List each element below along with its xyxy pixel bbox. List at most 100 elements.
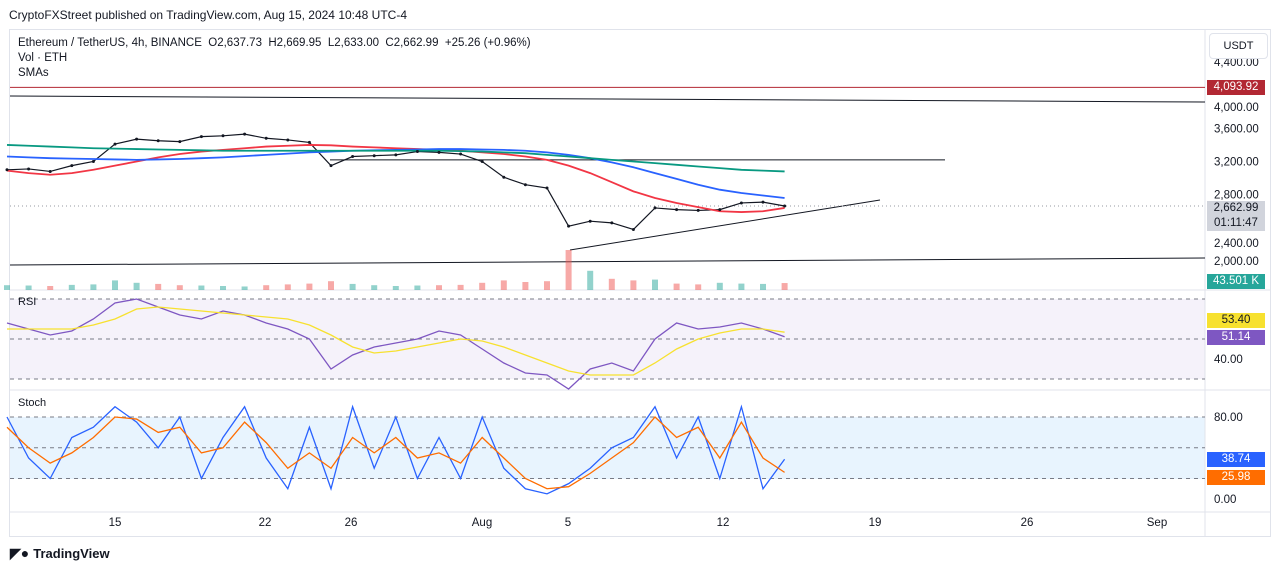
price-tick: 2,400.00 bbox=[1214, 238, 1259, 250]
volume-bar bbox=[781, 283, 788, 290]
price-point bbox=[718, 208, 722, 212]
brand-name: TradingView bbox=[33, 546, 110, 561]
sma-line bbox=[6, 144, 785, 173]
price-point bbox=[394, 153, 398, 157]
volume-bar bbox=[479, 282, 486, 290]
price-point bbox=[307, 140, 311, 144]
volume-bar bbox=[4, 285, 10, 290]
price-point bbox=[91, 160, 95, 163]
volume-bar bbox=[306, 283, 313, 290]
last-price: 2,662.99 bbox=[1213, 202, 1259, 214]
volume-bar bbox=[220, 286, 226, 290]
sma-line bbox=[6, 148, 785, 199]
time-tick: 26 bbox=[345, 517, 358, 529]
price-point bbox=[545, 186, 549, 190]
change-value: +25.26 (+0.96%) bbox=[444, 37, 531, 49]
price-tick: 4,400.00 bbox=[1214, 57, 1259, 69]
price-point bbox=[199, 135, 203, 139]
volume-bar bbox=[25, 285, 32, 290]
time-tick: 19 bbox=[869, 517, 882, 529]
volume-bar bbox=[133, 282, 140, 290]
price-point bbox=[48, 169, 52, 173]
volume-bar bbox=[457, 284, 464, 290]
close-value: C2,662.99 bbox=[385, 37, 439, 49]
tradingview-logo[interactable]: ◤● TradingView bbox=[10, 545, 110, 562]
time-tick: Aug bbox=[472, 517, 492, 529]
price-point bbox=[610, 221, 614, 225]
price-tick: 2,800.00 bbox=[1214, 190, 1259, 202]
smas-legend[interactable]: SMAs bbox=[18, 67, 49, 79]
price-tick: 3,200.00 bbox=[1214, 157, 1259, 169]
volume-bar bbox=[522, 282, 529, 290]
volume-bar bbox=[436, 285, 442, 290]
rsi-pane-label: RSI bbox=[18, 296, 37, 308]
time-tick: 15 bbox=[109, 517, 122, 529]
volume-legend[interactable]: Vol · ETH bbox=[18, 52, 68, 64]
volume-bar bbox=[90, 284, 97, 290]
logo-icon: ◤● bbox=[10, 545, 30, 561]
resistance-price-tag: 4,093.92 bbox=[1207, 80, 1265, 95]
volume-bar bbox=[371, 285, 378, 290]
rsi-tag: 51.14 bbox=[1207, 330, 1265, 345]
high-value: H2,669.95 bbox=[268, 37, 322, 49]
rsi-ma-tag: 53.40 bbox=[1207, 313, 1265, 328]
price-point bbox=[243, 132, 247, 136]
volume-bar bbox=[241, 286, 248, 290]
volume-bar bbox=[587, 270, 594, 290]
price-point bbox=[351, 155, 355, 159]
price-point bbox=[264, 136, 268, 140]
volume-bar bbox=[47, 286, 54, 290]
price-tag: 2,662.99 01:11:47 bbox=[1207, 201, 1265, 231]
bar-countdown: 01:11:47 bbox=[1214, 217, 1258, 229]
symbol[interactable]: Ethereum / TetherUS, 4h, BINANCE bbox=[18, 37, 202, 49]
volume-bar bbox=[500, 280, 507, 290]
volume-bar bbox=[112, 280, 118, 290]
time-tick: 26 bbox=[1021, 517, 1034, 529]
stoch-k-tag: 38.74 bbox=[1207, 452, 1265, 467]
price-tick: 4,000.00 bbox=[1214, 102, 1259, 114]
currency-button[interactable]: USDT bbox=[1209, 33, 1268, 59]
stoch-tick: 80.00 bbox=[1214, 412, 1243, 424]
support-trendline bbox=[569, 199, 881, 251]
rsi-tick: 40.00 bbox=[1214, 354, 1243, 366]
volume-tag: 43.501 K bbox=[1207, 274, 1265, 289]
volume-bar bbox=[544, 281, 550, 290]
volume-bar bbox=[630, 280, 637, 290]
legend: Ethereum / TetherUS, 4h, BINANCE O2,637.… bbox=[18, 36, 531, 81]
price-point bbox=[221, 134, 225, 138]
price-point bbox=[739, 201, 743, 205]
price-tick: 2,000.00 bbox=[1214, 256, 1259, 268]
price-point bbox=[696, 208, 700, 212]
volume-bar bbox=[608, 278, 615, 290]
price-point bbox=[415, 150, 419, 154]
volume-bar bbox=[652, 279, 658, 290]
volume-bar bbox=[738, 283, 745, 290]
volume-bar bbox=[565, 250, 572, 290]
price-point bbox=[135, 137, 139, 141]
stoch-pane-label: Stoch bbox=[18, 397, 47, 409]
symbol-line: Ethereum / TetherUS, 4h, BINANCE O2,637.… bbox=[18, 36, 531, 51]
time-tick: Sep bbox=[1147, 517, 1167, 529]
price-point bbox=[437, 150, 441, 154]
price-point bbox=[502, 175, 506, 179]
upper-trendline bbox=[9, 95, 1206, 103]
price-tick: 3,600.00 bbox=[1214, 123, 1259, 135]
published-header: CryptoFXStreet published on TradingView.… bbox=[9, 8, 408, 22]
volume-bar bbox=[155, 283, 162, 290]
volume-bar bbox=[673, 283, 680, 290]
rsi-line bbox=[6, 298, 785, 390]
volume-bar bbox=[349, 283, 356, 290]
stoch-tick: 0.00 bbox=[1214, 494, 1236, 506]
volume-bar bbox=[392, 286, 399, 290]
time-tick: 22 bbox=[259, 517, 272, 529]
volume-bar bbox=[198, 285, 205, 290]
price-point bbox=[156, 139, 160, 143]
price-point bbox=[588, 219, 592, 223]
price-point bbox=[480, 160, 484, 163]
price-point bbox=[70, 164, 74, 168]
price-point bbox=[27, 167, 31, 171]
lower-trendline bbox=[9, 257, 1206, 266]
open-value: O2,637.73 bbox=[208, 37, 262, 49]
time-tick: 5 bbox=[565, 517, 571, 529]
